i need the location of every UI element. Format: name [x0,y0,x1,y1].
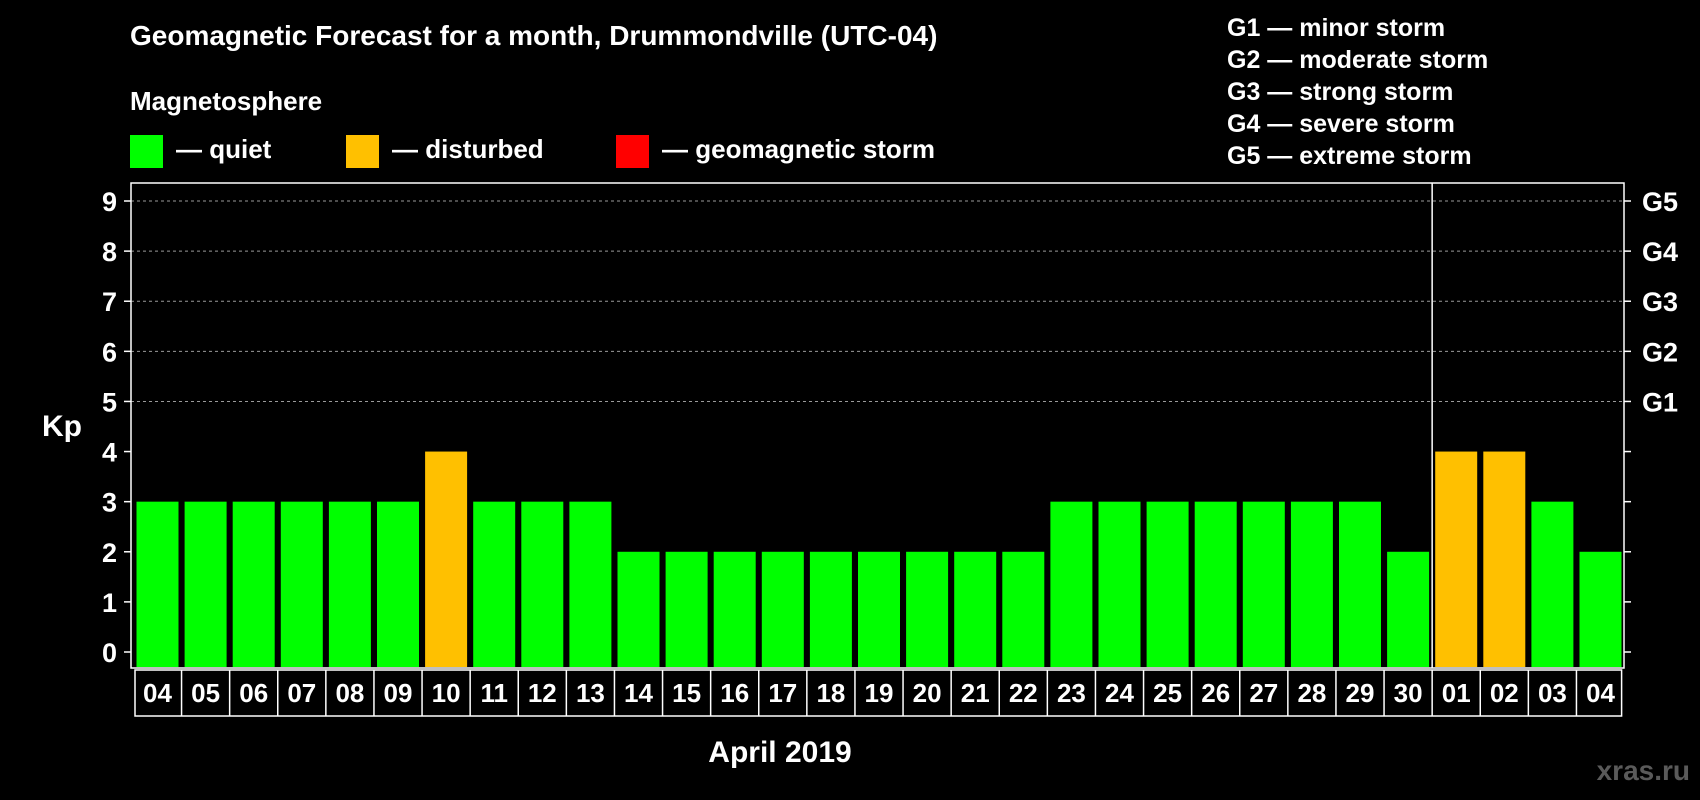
x-axis-label: April 2019 [708,736,852,769]
chart-title: Geomagnetic Forecast for a month, Drummo… [130,20,938,51]
bar-12 [713,551,756,667]
storm-scale-g5: G5 — extreme storm [1227,142,1472,170]
bar-0 [136,501,179,667]
legend-label-quiet: — quiet [176,134,272,164]
bar-24 [1290,501,1333,667]
right-axis-label-G5: G5 [1642,187,1678,217]
y-tick-label-5: 5 [102,387,117,417]
x-tick-label-5: 09 [384,678,413,708]
y-axis-label: Kp [42,410,82,443]
bar-4 [328,501,371,667]
x-tick-label-21: 25 [1153,678,1182,708]
right-axis-label-G4: G4 [1642,237,1678,267]
bar-20 [1098,501,1141,667]
x-axis-frame [134,669,1623,717]
y-tick-label-2: 2 [102,538,117,568]
storm-scale-g4: G4 — severe storm [1227,110,1455,138]
legend-label-storm: — geomagnetic storm [662,134,936,164]
watermark: xras.ru [1596,755,1690,786]
x-tick-label-22: 26 [1201,678,1230,708]
bar-11 [665,551,708,667]
x-tick-label-4: 08 [335,678,364,708]
x-tick-label-27: 01 [1442,678,1471,708]
x-tick-label-18: 22 [1009,678,1038,708]
y-tick-label-4: 4 [102,438,117,468]
x-tick-label-13: 17 [768,678,797,708]
storm-scale-g1: G1 — minor storm [1227,14,1446,42]
legend-label-disturbed: — disturbed [392,134,544,164]
y-tick-label-7: 7 [102,287,117,317]
y-tick-label-1: 1 [102,588,117,618]
x-tick-label-2: 06 [239,678,268,708]
x-tick-label-9: 13 [576,678,605,708]
bar-2 [232,501,275,667]
bar-29 [1531,501,1574,667]
bar-17 [954,551,997,667]
x-tick-label-24: 28 [1297,678,1326,708]
right-axis-label-G3: G3 [1642,287,1678,317]
y-tick-label-0: 0 [102,638,117,668]
bar-23 [1242,501,1285,667]
x-tick-label-16: 20 [913,678,942,708]
x-tick-label-30: 04 [1586,678,1615,708]
bar-15 [858,551,900,667]
bar-27 [1435,451,1478,667]
x-tick-label-10: 14 [624,678,653,708]
y-tick-label-8: 8 [102,237,117,267]
plot-frame [130,182,1625,669]
bar-26 [1387,551,1430,667]
right-axis-label-G2: G2 [1642,337,1678,367]
bar-9 [569,501,612,667]
x-tick-label-1: 05 [191,678,220,708]
bar-3 [280,501,323,667]
x-tick-label-12: 16 [720,678,749,708]
bar-19 [1050,501,1093,667]
bar-10 [617,551,660,667]
bar-16 [906,551,949,667]
x-tick-label-28: 02 [1490,678,1519,708]
bar-30 [1579,551,1622,667]
x-tick-label-20: 24 [1105,678,1134,708]
x-tick-label-6: 10 [432,678,461,708]
bar-21 [1146,501,1189,667]
bar-5 [377,501,419,667]
bar-28 [1483,451,1526,667]
x-tick-label-3: 07 [287,678,316,708]
x-tick-label-15: 19 [865,678,894,708]
bar-1 [184,501,227,667]
y-tick-label-6: 6 [102,337,117,367]
x-tick-label-7: 11 [480,678,508,708]
bar-13 [761,551,804,667]
y-tick-label-3: 3 [102,488,117,518]
x-tick-label-14: 18 [816,678,845,708]
x-tick-label-25: 29 [1346,678,1375,708]
legend-swatch-disturbed [346,135,379,168]
x-tick-label-17: 21 [961,678,990,708]
x-tick-label-23: 27 [1249,678,1278,708]
y-tick-label-9: 9 [102,187,117,217]
bar-25 [1339,501,1381,667]
legend-swatch-quiet [130,135,163,168]
x-tick-label-0: 04 [143,678,172,708]
x-tick-label-26: 30 [1394,678,1423,708]
magnetosphere-label: Magnetosphere [130,86,323,116]
storm-scale-g2: G2 — moderate storm [1227,46,1489,74]
bar-6 [425,451,468,667]
bar-22 [1194,501,1237,667]
x-tick-label-29: 03 [1538,678,1567,708]
x-tick-label-19: 23 [1057,678,1086,708]
bar-7 [473,501,516,667]
legend-swatch-storm [616,135,649,168]
x-tick-label-8: 12 [528,678,557,708]
bar-14 [809,551,852,667]
right-axis-label-G1: G1 [1642,387,1678,417]
storm-scale-g3: G3 — strong storm [1227,78,1454,106]
x-tick-label-11: 15 [672,678,701,708]
bar-18 [1002,551,1045,667]
bar-8 [521,501,564,667]
